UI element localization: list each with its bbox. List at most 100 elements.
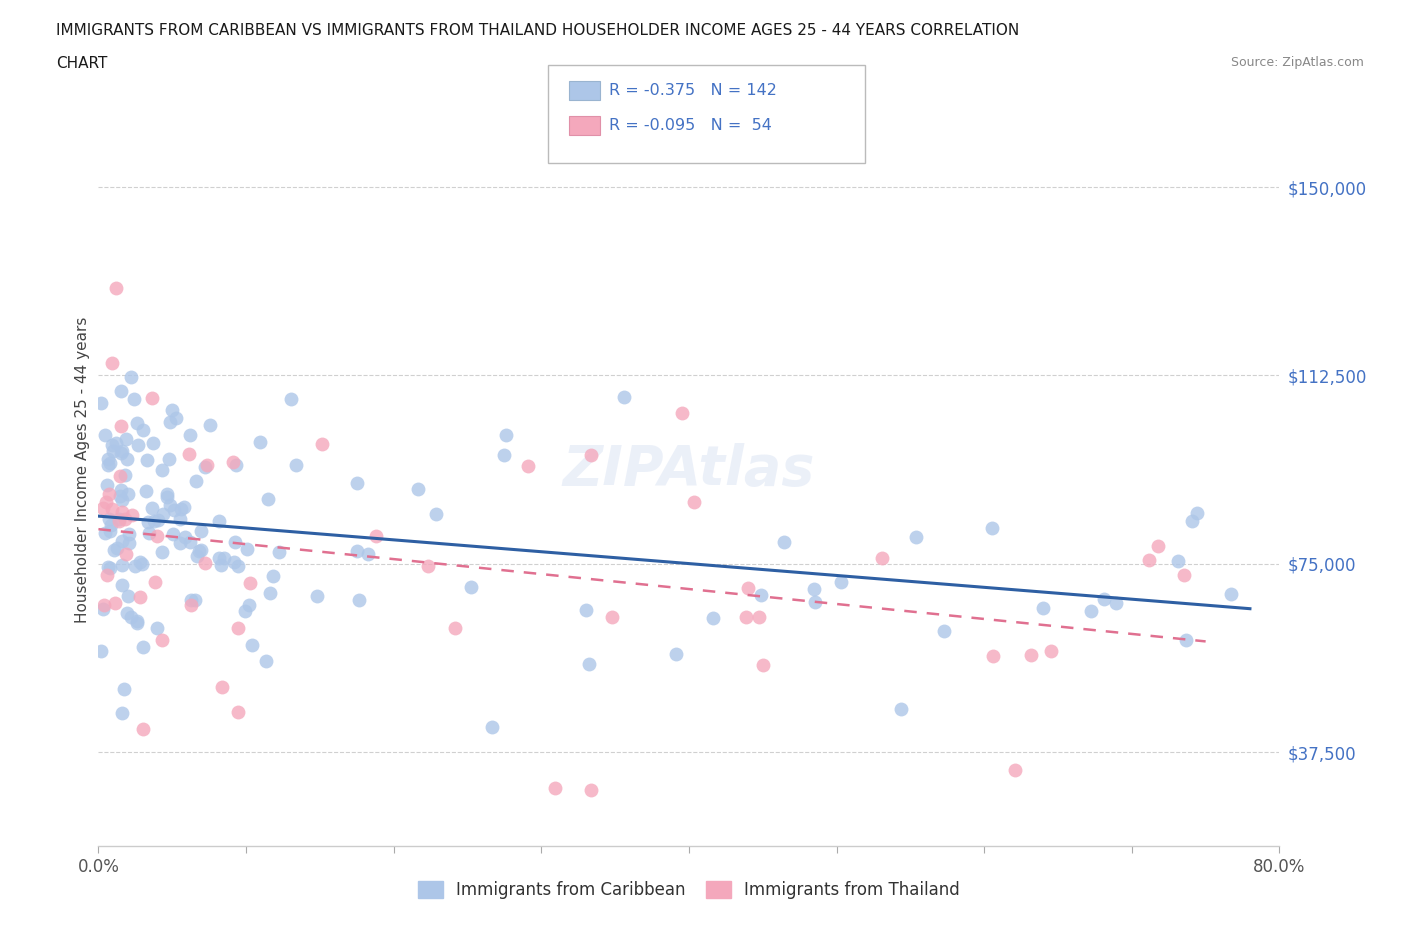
Point	[131, 640, 153, 655]
Point	[110, 383, 132, 398]
Point	[111, 505, 134, 520]
Point	[579, 447, 602, 462]
Point	[1105, 595, 1128, 610]
Point	[803, 594, 825, 609]
Point	[91, 602, 114, 617]
Point	[125, 616, 148, 631]
Point	[110, 445, 132, 460]
Point	[416, 558, 439, 573]
Point	[131, 722, 153, 737]
Point	[173, 499, 195, 514]
Point	[188, 544, 211, 559]
Point	[97, 559, 120, 574]
Point	[221, 455, 243, 470]
Point	[1147, 538, 1170, 553]
Point	[96, 477, 118, 492]
Point	[890, 701, 912, 716]
Point	[311, 436, 333, 451]
Point	[748, 609, 770, 624]
Point	[156, 490, 179, 505]
Point	[169, 536, 191, 551]
Point	[127, 614, 149, 629]
Point	[162, 526, 184, 541]
Point	[665, 646, 688, 661]
Point	[183, 592, 205, 607]
Point	[93, 428, 115, 443]
Point	[226, 620, 249, 635]
Point	[190, 523, 212, 538]
Point	[870, 551, 893, 565]
Point	[1173, 567, 1195, 582]
Point	[90, 644, 112, 658]
Point	[131, 423, 153, 438]
Point	[772, 535, 794, 550]
Point	[200, 417, 222, 432]
Point	[94, 495, 117, 510]
Point	[1185, 505, 1208, 520]
Point	[117, 605, 139, 620]
Text: Source: ZipAtlas.com: Source: ZipAtlas.com	[1230, 56, 1364, 69]
Point	[118, 536, 141, 551]
Text: CHART: CHART	[56, 56, 108, 71]
Point	[408, 482, 430, 497]
Point	[118, 526, 141, 541]
Point	[190, 543, 212, 558]
Point	[495, 427, 517, 442]
Point	[107, 513, 129, 528]
Point	[117, 486, 139, 501]
Point	[146, 620, 169, 635]
Point	[101, 502, 124, 517]
Point	[280, 392, 302, 406]
Point	[575, 603, 598, 618]
Point	[1219, 587, 1241, 602]
Point	[101, 355, 124, 370]
Point	[97, 452, 120, 467]
Point	[163, 502, 186, 517]
Point	[194, 459, 217, 474]
Point	[934, 624, 956, 639]
Point	[93, 526, 115, 541]
Point	[138, 525, 160, 540]
Point	[152, 462, 174, 477]
Point	[104, 280, 127, 295]
Point	[236, 541, 259, 556]
Point	[177, 446, 200, 461]
Point	[145, 528, 167, 543]
Point	[121, 507, 143, 522]
Point	[238, 598, 260, 613]
Point	[211, 679, 233, 694]
Point	[254, 654, 277, 669]
Point	[98, 524, 121, 538]
Point	[208, 513, 231, 528]
Point	[517, 458, 540, 473]
Point	[135, 484, 157, 498]
Point	[578, 656, 600, 671]
Point	[904, 529, 927, 544]
Point	[267, 545, 290, 560]
Point	[129, 590, 152, 604]
Point	[120, 369, 142, 384]
Point	[180, 592, 202, 607]
Point	[112, 681, 135, 696]
Point	[114, 468, 136, 483]
Point	[226, 558, 249, 573]
Point	[544, 781, 567, 796]
Point	[671, 405, 693, 420]
Point	[184, 473, 207, 488]
Point	[751, 658, 773, 672]
Point	[225, 458, 247, 472]
Point	[1004, 763, 1026, 777]
Point	[160, 402, 183, 417]
Point	[347, 592, 370, 607]
Point	[179, 535, 201, 550]
Point	[346, 475, 368, 490]
Point	[96, 568, 118, 583]
Point	[702, 610, 724, 625]
Point	[212, 551, 235, 565]
Point	[180, 597, 202, 612]
Point	[98, 561, 121, 576]
Point	[259, 586, 281, 601]
Point	[141, 501, 163, 516]
Point	[103, 542, 125, 557]
Point	[226, 705, 249, 720]
